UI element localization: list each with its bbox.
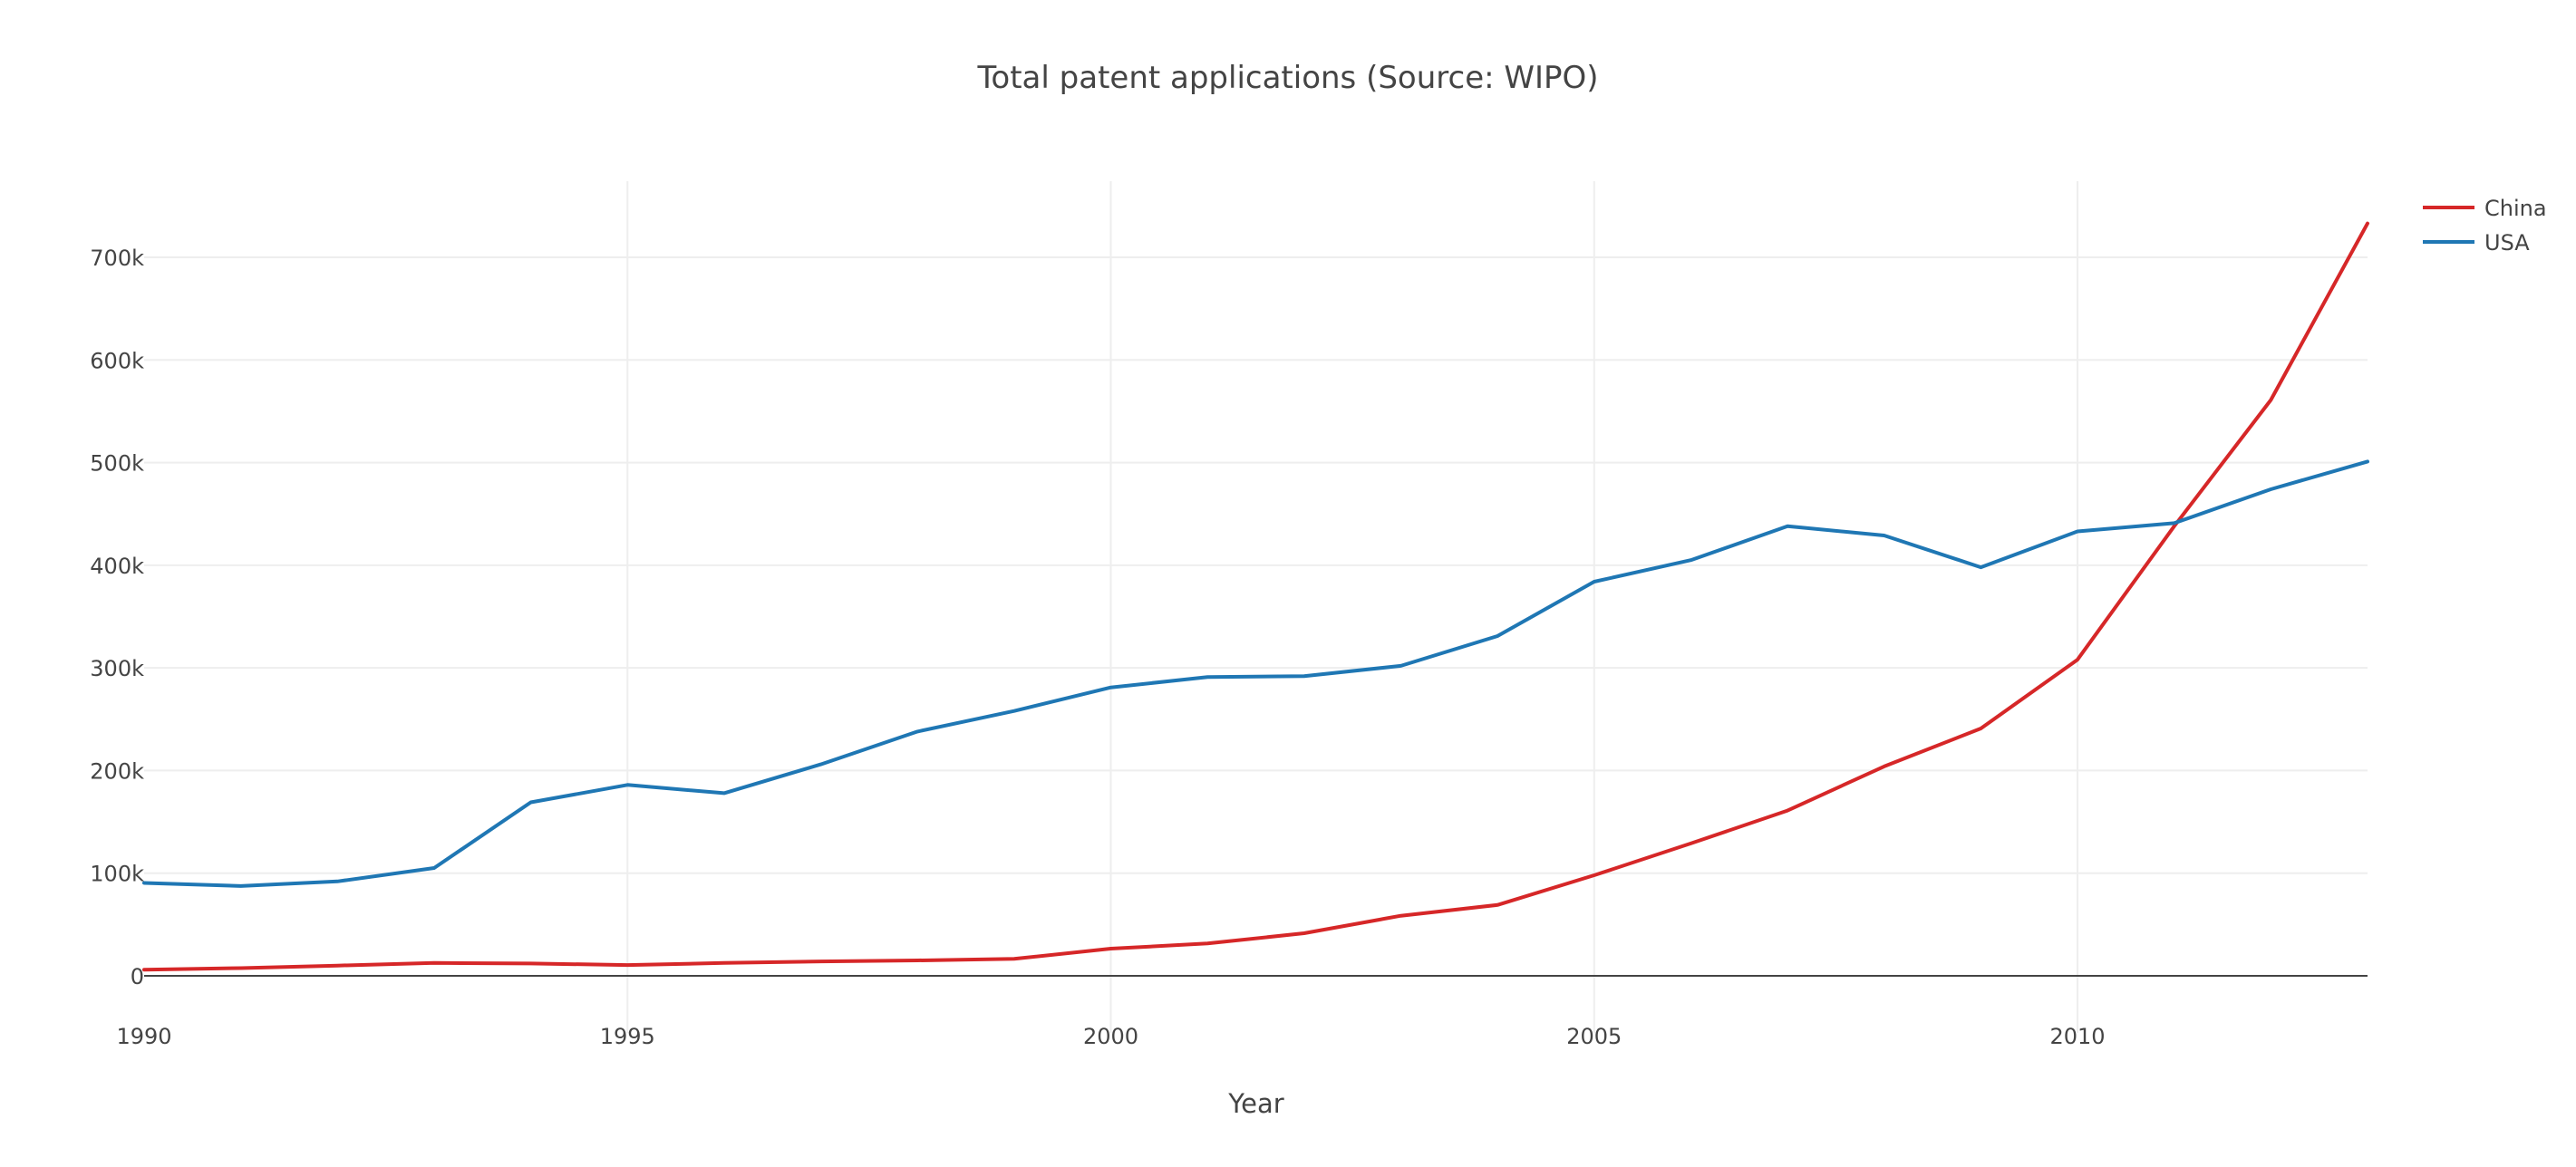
series-lines: [142, 221, 2369, 972]
series-line-china: [142, 221, 2369, 972]
y-tick-label: 300k: [90, 656, 144, 681]
x-tick-label: 2000: [1083, 1024, 1138, 1049]
x-tick-label: 1990: [116, 1024, 171, 1049]
y-tick-label: 200k: [90, 758, 144, 784]
gridlines: [144, 181, 2368, 1033]
y-tick-label: 0: [131, 964, 144, 989]
chart-title: Total patent applications (Source: WIPO): [976, 60, 1598, 96]
legend: China USA: [2423, 196, 2547, 256]
x-axis-title: Year: [1227, 1088, 1283, 1119]
y-tick-label: 700k: [90, 246, 144, 271]
y-tick-label: 500k: [90, 451, 144, 477]
axes: 1990 1995 2000 2005 2010 0 100k 200k 300k 400k 500…: [90, 246, 2368, 1049]
legend-label-china: China: [2484, 196, 2547, 221]
y-tick-label: 100k: [90, 862, 144, 887]
legend-label-usa: USA: [2484, 230, 2530, 256]
x-tick-label: 1995: [600, 1024, 655, 1049]
x-tick-label: 2010: [2050, 1024, 2106, 1049]
y-tick-label: 400k: [90, 554, 144, 579]
x-tick-label: 2005: [1566, 1024, 1622, 1049]
series-line-usa: [142, 459, 2369, 888]
y-tick-label: 600k: [90, 348, 144, 373]
